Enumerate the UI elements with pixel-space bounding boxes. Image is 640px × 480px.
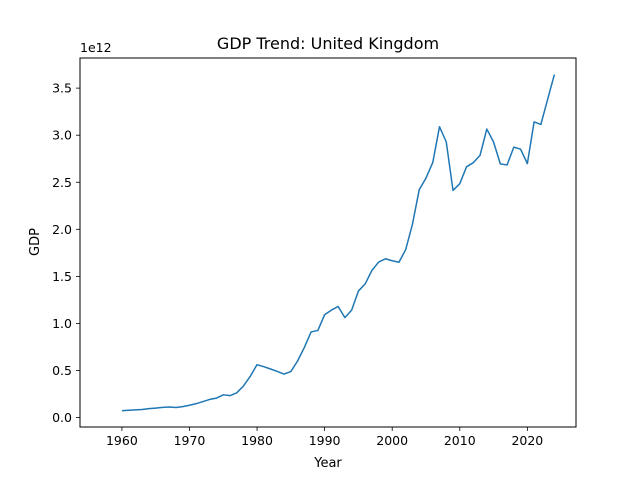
x-tick-label: 1960 [106,433,138,448]
y-axis-offset-label: 1e12 [80,40,112,55]
x-tick-label: 2000 [376,433,408,448]
y-tick-label: 0.5 [52,363,72,378]
y-axis-label: GDP [28,228,43,256]
x-tick-label: 1990 [309,433,341,448]
gdp-series-line [121,74,556,412]
y-tick-label: 1.5 [52,269,72,284]
x-tick-label: 2020 [511,433,543,448]
y-tick-label: 1.0 [52,316,72,331]
x-tick-label: 1980 [241,433,273,448]
y-tick-label: 3.0 [52,128,72,143]
x-tick-label: 2010 [444,433,476,448]
y-tick-label: 2.0 [52,222,72,237]
series-layer [121,74,556,412]
x-tick-label: 1970 [174,433,206,448]
y-tick-label: 3.5 [52,81,72,96]
chart-title: GDP Trend: United Kingdom [217,34,439,53]
x-axis-label: Year [313,456,342,471]
ticks-layer: 1960 1970 1980 1990 2000 2010 2020 0.0 0.5 1.0 1.5… [52,81,543,448]
y-tick-label: 0.0 [52,410,72,425]
y-tick-label: 2.5 [52,175,72,190]
plot-frame [79,57,577,428]
